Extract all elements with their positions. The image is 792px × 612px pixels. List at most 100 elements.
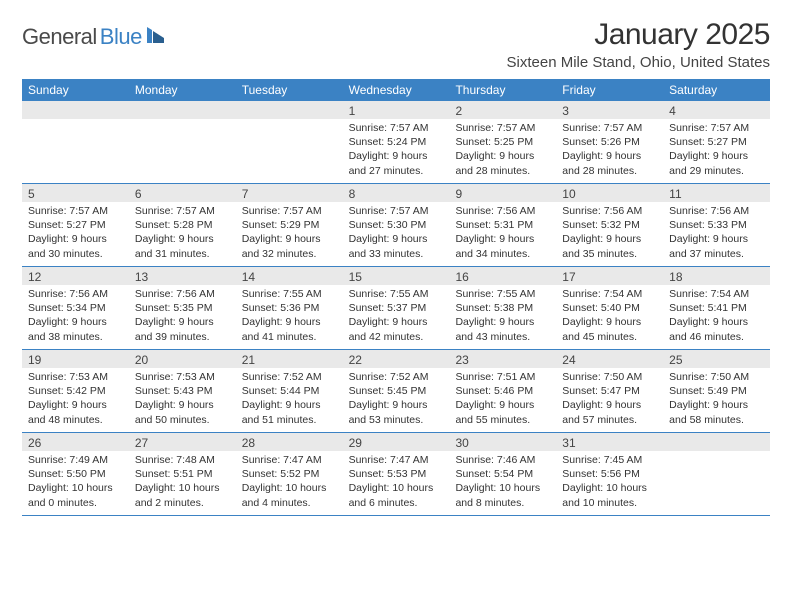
- day-cell: 27Sunrise: 7:48 AMSunset: 5:51 PMDayligh…: [129, 433, 236, 515]
- day-content: Sunrise: 7:57 AMSunset: 5:26 PMDaylight:…: [556, 119, 663, 182]
- day-content: Sunrise: 7:56 AMSunset: 5:32 PMDaylight:…: [556, 202, 663, 265]
- day-content: [22, 119, 129, 125]
- day-number: 25: [663, 350, 770, 368]
- day-line: Sunset: 5:46 PM: [455, 384, 550, 398]
- day-content: Sunrise: 7:54 AMSunset: 5:40 PMDaylight:…: [556, 285, 663, 348]
- day-cell: 4Sunrise: 7:57 AMSunset: 5:27 PMDaylight…: [663, 101, 770, 183]
- month-title: January 2025: [507, 18, 770, 52]
- day-content: Sunrise: 7:57 AMSunset: 5:25 PMDaylight:…: [449, 119, 556, 182]
- day-line: Sunrise: 7:57 AM: [242, 204, 337, 218]
- day-number: 7: [236, 184, 343, 202]
- day-line: and 10 minutes.: [562, 496, 657, 510]
- day-line: Daylight: 10 hours: [349, 481, 444, 495]
- day-line: Sunset: 5:47 PM: [562, 384, 657, 398]
- day-line: and 2 minutes.: [135, 496, 230, 510]
- day-number: 14: [236, 267, 343, 285]
- day-cell: 23Sunrise: 7:51 AMSunset: 5:46 PMDayligh…: [449, 350, 556, 432]
- calendar-grid: SundayMondayTuesdayWednesdayThursdayFrid…: [22, 79, 770, 516]
- day-number: 28: [236, 433, 343, 451]
- day-content: Sunrise: 7:57 AMSunset: 5:29 PMDaylight:…: [236, 202, 343, 265]
- weekday-header: Friday: [556, 80, 663, 100]
- day-number: 31: [556, 433, 663, 451]
- day-cell: 14Sunrise: 7:55 AMSunset: 5:36 PMDayligh…: [236, 267, 343, 349]
- day-cell: 15Sunrise: 7:55 AMSunset: 5:37 PMDayligh…: [343, 267, 450, 349]
- day-cell: 28Sunrise: 7:47 AMSunset: 5:52 PMDayligh…: [236, 433, 343, 515]
- day-line: and 8 minutes.: [455, 496, 550, 510]
- day-number: 30: [449, 433, 556, 451]
- day-cell: 31Sunrise: 7:45 AMSunset: 5:56 PMDayligh…: [556, 433, 663, 515]
- day-line: Sunset: 5:49 PM: [669, 384, 764, 398]
- header: GeneralBlue January 2025 Sixteen Mile St…: [22, 18, 770, 71]
- day-line: Sunrise: 7:45 AM: [562, 453, 657, 467]
- day-line: Sunrise: 7:57 AM: [349, 204, 444, 218]
- day-line: Sunset: 5:33 PM: [669, 218, 764, 232]
- day-line: and 58 minutes.: [669, 413, 764, 427]
- day-cell: 12Sunrise: 7:56 AMSunset: 5:34 PMDayligh…: [22, 267, 129, 349]
- day-content: Sunrise: 7:50 AMSunset: 5:49 PMDaylight:…: [663, 368, 770, 431]
- day-line: Sunset: 5:45 PM: [349, 384, 444, 398]
- logo: GeneralBlue: [22, 18, 168, 50]
- day-line: Daylight: 9 hours: [28, 232, 123, 246]
- day-content: Sunrise: 7:56 AMSunset: 5:31 PMDaylight:…: [449, 202, 556, 265]
- day-number: 19: [22, 350, 129, 368]
- day-content: Sunrise: 7:45 AMSunset: 5:56 PMDaylight:…: [556, 451, 663, 514]
- day-line: Sunrise: 7:57 AM: [562, 121, 657, 135]
- day-line: and 35 minutes.: [562, 247, 657, 261]
- day-cell: 19Sunrise: 7:53 AMSunset: 5:42 PMDayligh…: [22, 350, 129, 432]
- day-line: Sunset: 5:53 PM: [349, 467, 444, 481]
- day-line: Sunset: 5:51 PM: [135, 467, 230, 481]
- day-number: 24: [556, 350, 663, 368]
- day-line: Daylight: 10 hours: [455, 481, 550, 495]
- day-cell: [236, 101, 343, 183]
- day-line: and 28 minutes.: [562, 164, 657, 178]
- day-number: 29: [343, 433, 450, 451]
- day-line: Sunrise: 7:57 AM: [135, 204, 230, 218]
- day-line: Sunset: 5:41 PM: [669, 301, 764, 315]
- day-line: Sunset: 5:44 PM: [242, 384, 337, 398]
- day-line: Sunrise: 7:55 AM: [349, 287, 444, 301]
- day-content: Sunrise: 7:55 AMSunset: 5:36 PMDaylight:…: [236, 285, 343, 348]
- day-number: [129, 101, 236, 119]
- day-content: Sunrise: 7:47 AMSunset: 5:52 PMDaylight:…: [236, 451, 343, 514]
- day-line: and 34 minutes.: [455, 247, 550, 261]
- day-line: Sunset: 5:32 PM: [562, 218, 657, 232]
- day-line: Daylight: 10 hours: [562, 481, 657, 495]
- week-row: 26Sunrise: 7:49 AMSunset: 5:50 PMDayligh…: [22, 432, 770, 516]
- day-line: Daylight: 9 hours: [349, 315, 444, 329]
- day-number: 17: [556, 267, 663, 285]
- day-line: and 51 minutes.: [242, 413, 337, 427]
- day-line: and 53 minutes.: [349, 413, 444, 427]
- day-cell: 18Sunrise: 7:54 AMSunset: 5:41 PMDayligh…: [663, 267, 770, 349]
- day-line: and 38 minutes.: [28, 330, 123, 344]
- day-cell: 8Sunrise: 7:57 AMSunset: 5:30 PMDaylight…: [343, 184, 450, 266]
- week-row: 1Sunrise: 7:57 AMSunset: 5:24 PMDaylight…: [22, 100, 770, 183]
- day-line: Daylight: 9 hours: [349, 149, 444, 163]
- day-number: 16: [449, 267, 556, 285]
- day-line: Sunset: 5:31 PM: [455, 218, 550, 232]
- day-content: Sunrise: 7:53 AMSunset: 5:43 PMDaylight:…: [129, 368, 236, 431]
- day-line: and 45 minutes.: [562, 330, 657, 344]
- week-row: 12Sunrise: 7:56 AMSunset: 5:34 PMDayligh…: [22, 266, 770, 349]
- day-cell: 11Sunrise: 7:56 AMSunset: 5:33 PMDayligh…: [663, 184, 770, 266]
- day-line: Daylight: 9 hours: [455, 149, 550, 163]
- day-number: 8: [343, 184, 450, 202]
- day-number: 11: [663, 184, 770, 202]
- weekday-header: Thursday: [449, 80, 556, 100]
- day-line: Sunset: 5:24 PM: [349, 135, 444, 149]
- day-line: Daylight: 9 hours: [135, 315, 230, 329]
- day-cell: 20Sunrise: 7:53 AMSunset: 5:43 PMDayligh…: [129, 350, 236, 432]
- day-cell: 21Sunrise: 7:52 AMSunset: 5:44 PMDayligh…: [236, 350, 343, 432]
- day-cell: 7Sunrise: 7:57 AMSunset: 5:29 PMDaylight…: [236, 184, 343, 266]
- day-line: and 32 minutes.: [242, 247, 337, 261]
- day-content: Sunrise: 7:49 AMSunset: 5:50 PMDaylight:…: [22, 451, 129, 514]
- day-content: Sunrise: 7:46 AMSunset: 5:54 PMDaylight:…: [449, 451, 556, 514]
- location-subtitle: Sixteen Mile Stand, Ohio, United States: [507, 54, 770, 71]
- day-line: and 27 minutes.: [349, 164, 444, 178]
- day-number: 9: [449, 184, 556, 202]
- weekday-header: Saturday: [663, 80, 770, 100]
- day-cell: 9Sunrise: 7:56 AMSunset: 5:31 PMDaylight…: [449, 184, 556, 266]
- day-line: and 50 minutes.: [135, 413, 230, 427]
- day-cell: 16Sunrise: 7:55 AMSunset: 5:38 PMDayligh…: [449, 267, 556, 349]
- day-number: 1: [343, 101, 450, 119]
- day-line: and 55 minutes.: [455, 413, 550, 427]
